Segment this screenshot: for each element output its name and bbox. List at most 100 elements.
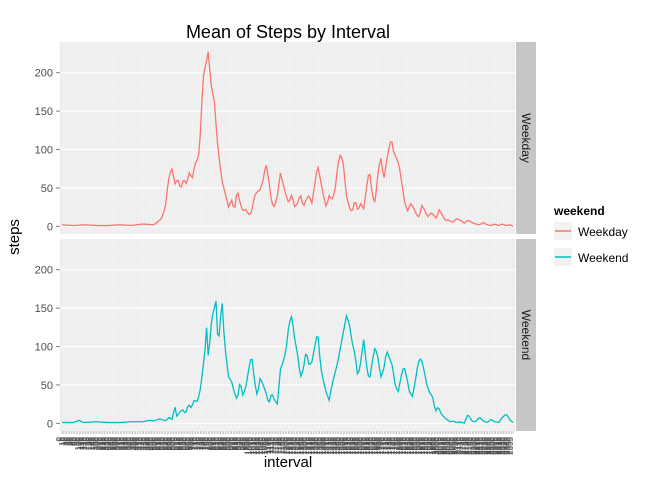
y-ticks-weekend: 0 50 100 150 200 — [35, 265, 60, 430]
y-tick-label: 150 — [35, 303, 53, 315]
x-tick-label: 1425 — [327, 436, 336, 454]
x-tick-label: 745 — [201, 436, 210, 450]
x-tick-label: 935 — [236, 436, 245, 450]
series-line-weekday — [61, 51, 514, 227]
legend-label-weekend: Weekend — [578, 251, 628, 265]
x-tick-label: 550 — [165, 436, 174, 450]
x-tick-label: 2015 — [437, 436, 446, 454]
x-tick-label: 1735 — [387, 436, 396, 454]
grid-weekday — [60, 42, 515, 234]
x-tick-label: 2120 — [457, 436, 466, 454]
x-tick-label: 1420 — [325, 436, 334, 454]
x-tick-label: 1145 — [277, 436, 286, 454]
x-tick-label: 1935 — [424, 436, 433, 454]
x-tick-label: 1320 — [306, 436, 315, 454]
x-tick-label: 1505 — [339, 436, 348, 454]
x-tick-label: 2135 — [462, 436, 471, 454]
x-tick-label: 445 — [145, 436, 154, 450]
x-tick-label: 1715 — [380, 436, 389, 454]
x-tick-label: 1330 — [310, 436, 319, 454]
x-tick-label: 2115 — [456, 436, 465, 454]
x-tick-label: 310 — [115, 436, 124, 450]
y-axis-title: steps — [6, 219, 23, 255]
x-tick-label: 805 — [207, 436, 216, 450]
x-tick-label: 300 — [112, 436, 121, 450]
x-tick-label: 1615 — [361, 436, 370, 454]
x-tick-label: 1940 — [426, 436, 435, 454]
x-tick-label: 330 — [121, 436, 130, 450]
x-tick-label: 1110 — [266, 436, 275, 453]
x-tick-label: 1200 — [281, 436, 290, 454]
x-tick-label: 2205 — [471, 436, 480, 454]
x-tick-label: 2350 — [504, 436, 513, 454]
x-tick-label: 1750 — [391, 436, 400, 454]
x-tick-label: 1120 — [269, 436, 278, 454]
x-tick-label: 455 — [148, 436, 157, 450]
x-tick-label: 2145 — [465, 436, 474, 454]
x-tick-label: 1525 — [346, 436, 355, 454]
x-tick-label: 250 — [108, 436, 117, 450]
x-tick-label: 920 — [231, 436, 240, 450]
x-tick-label: 1945 — [427, 436, 436, 454]
x-tick-label: 1755 — [393, 436, 402, 454]
strip-label-weekend: Weekend — [519, 310, 533, 360]
x-tick-label: 1600 — [357, 436, 366, 454]
x-tick-label: 930 — [234, 436, 243, 450]
x-tick-label: 2100 — [451, 436, 460, 454]
x-tick-label: 155 — [91, 436, 100, 450]
x-tick-label: 1805 — [396, 436, 405, 454]
x-tick-label: 100 — [74, 436, 83, 450]
x-tick-label: 1230 — [291, 436, 300, 454]
x-tick-label: 2035 — [443, 436, 452, 454]
x-tick-label: 1645 — [371, 436, 380, 454]
x-tick-label: 720 — [193, 436, 202, 450]
x-tick-label: 610 — [171, 436, 180, 450]
x-tick-label: 1930 — [423, 436, 432, 454]
x-tick-label: 1405 — [321, 436, 330, 454]
x-tick-label: 1010 — [247, 436, 256, 454]
x-tick-label: 535 — [160, 436, 169, 450]
x-tick-label: 655 — [185, 436, 194, 450]
x-tick-label: 725 — [195, 436, 204, 450]
x-tick-label: 1555 — [355, 436, 364, 454]
x-tick-label: 1150 — [278, 436, 287, 454]
x-tick-label: 2055 — [449, 436, 458, 454]
x-tick-label: 1915 — [418, 436, 427, 454]
x-tick-label: 505 — [151, 436, 160, 450]
x-tick-label: 605 — [170, 436, 179, 450]
x-tick-label: 1020 — [250, 436, 259, 454]
x-tick-label: 140 — [86, 436, 95, 450]
x-tick-label: 650 — [184, 436, 193, 450]
x-tick-label: 1300 — [300, 436, 309, 454]
x-tick-label: 1515 — [343, 436, 352, 454]
x-tick-label: 230 — [102, 436, 111, 450]
x-tick-label: 1315 — [305, 436, 314, 454]
x-tick-label: 1950 — [429, 436, 438, 454]
x-tick-label: 1725 — [383, 436, 392, 454]
x-tick-label: 1100 — [262, 436, 271, 454]
x-tick-label: 150 — [90, 436, 99, 450]
x-tick-label: 955 — [242, 436, 251, 450]
x-tick-label: 50 — [71, 436, 80, 445]
x-tick-label: 2155 — [468, 436, 477, 454]
x-tick-label: 1625 — [365, 436, 374, 454]
x-tick-label: 1015 — [248, 436, 257, 454]
x-tick-label: 910 — [228, 436, 237, 450]
x-tick-label: 1430 — [328, 436, 337, 454]
x-tick-label: 1355 — [317, 436, 326, 454]
x-tick-label: 815 — [211, 436, 220, 450]
x-tick-label: 2005 — [434, 436, 443, 454]
x-tick-label: 1125 — [270, 436, 279, 454]
x-tick-label: 225 — [101, 436, 110, 450]
x-tick-label: 825 — [214, 436, 223, 450]
x-tick-label: 500 — [149, 436, 158, 450]
x-tick-label: 740 — [200, 436, 209, 450]
x-tick-label: 530 — [159, 436, 168, 450]
x-tick-label: 2330 — [498, 436, 507, 454]
x-tick-label: 2125 — [459, 436, 468, 454]
x-tick-label: 1850 — [410, 436, 419, 454]
x-tick-label: 1235 — [292, 436, 301, 454]
x-tick-label: 705 — [189, 436, 198, 450]
x-tick-label: 620 — [174, 436, 183, 450]
x-tick-label: 35 — [66, 436, 75, 445]
